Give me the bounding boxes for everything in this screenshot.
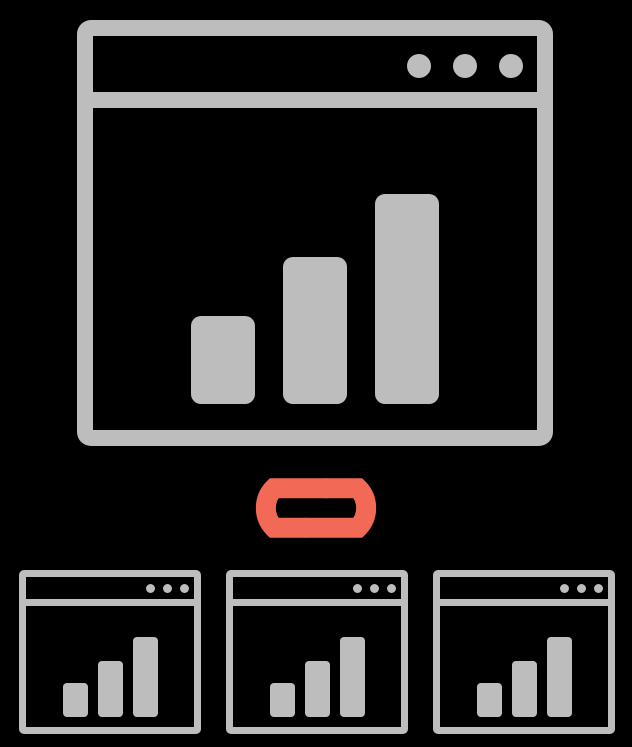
bar [283,257,347,404]
bar [98,661,123,717]
bar [191,316,255,404]
bar-chart [270,637,365,717]
window-controls [146,584,189,593]
window-header-divider [226,599,408,606]
window-header-divider [77,92,553,108]
window-control-dot [594,584,603,593]
chain-link-icon [236,470,396,546]
bar [305,661,330,717]
linked-dashboard-window [19,570,201,734]
window-control-dot [560,584,569,593]
window-control-dot [387,584,396,593]
window-header-divider [19,599,201,606]
window-control-dot [370,584,379,593]
bar [512,661,537,717]
window-control-dot [453,54,477,78]
window-control-dot [163,584,172,593]
bar-chart [477,637,572,717]
window-controls [560,584,603,593]
bar-chart [191,194,439,404]
window-controls [353,584,396,593]
window-control-dot [180,584,189,593]
window-header-divider [433,599,615,606]
linked-dashboard-window [433,570,615,734]
bar [63,683,88,717]
window-controls [407,54,523,78]
window-control-dot [146,584,155,593]
bar-chart [63,637,158,717]
window-control-dot [353,584,362,593]
window-control-dot [407,54,431,78]
main-dashboard-window [77,20,553,446]
bar [547,637,572,717]
bar [477,683,502,717]
linked-dashboard-window [226,570,408,734]
window-control-dot [499,54,523,78]
bar [133,637,158,717]
bar [375,194,439,404]
bar [270,683,295,717]
window-control-dot [577,584,586,593]
bar [340,637,365,717]
